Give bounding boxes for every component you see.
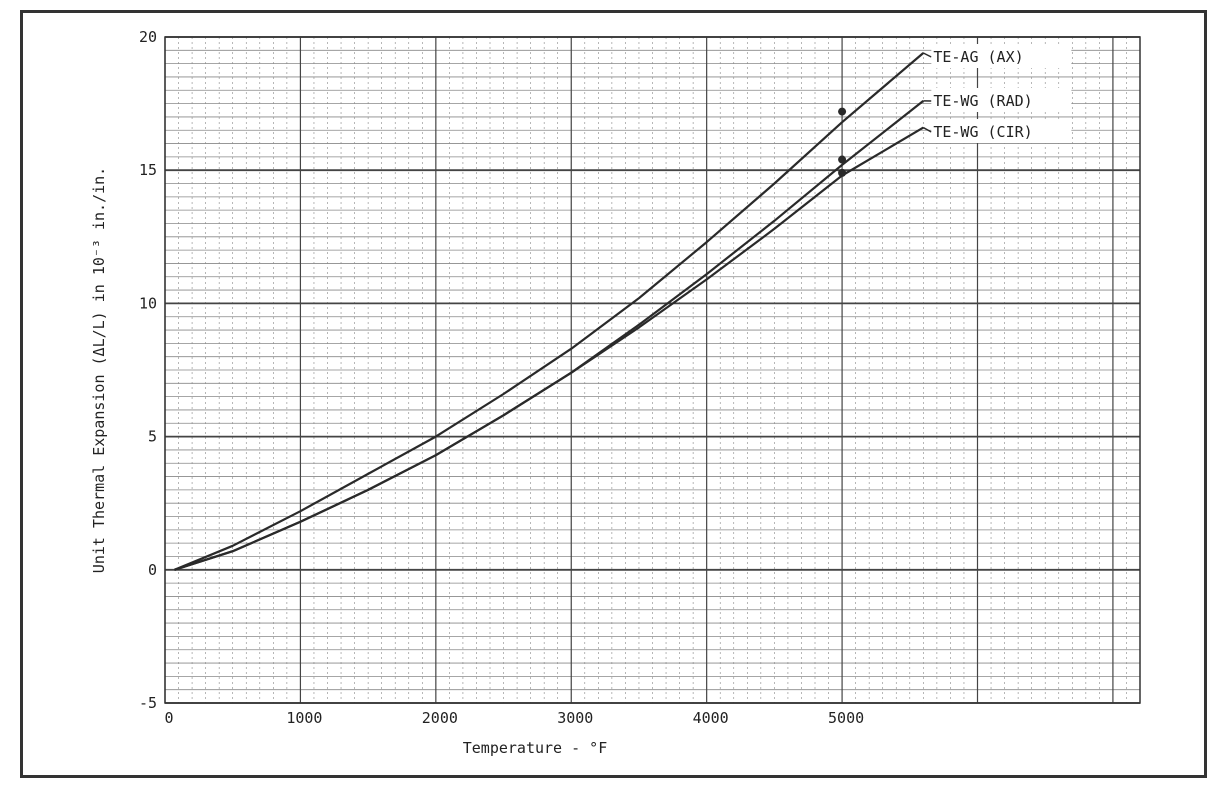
y-axis-title: Unit Thermal Expansion (ΔL/L) in 10⁻³ in… bbox=[90, 167, 108, 573]
y-tick-label: 0 bbox=[148, 561, 157, 579]
y-tick-label: 15 bbox=[139, 161, 157, 179]
data-marker bbox=[838, 155, 847, 164]
legend-label-background bbox=[931, 119, 1072, 143]
y-tick-label: 5 bbox=[148, 428, 157, 446]
x-tick-label: 3000 bbox=[557, 709, 593, 727]
data-marker bbox=[838, 107, 847, 116]
data-marker bbox=[838, 168, 847, 177]
plot-area bbox=[164, 36, 1141, 704]
x-axis-title: Temperature - °F bbox=[463, 739, 608, 757]
series-lines bbox=[174, 52, 925, 571]
y-tick-label: 10 bbox=[139, 294, 157, 312]
x-tick-label: 2000 bbox=[422, 709, 458, 727]
y-tick-label: 20 bbox=[139, 28, 157, 46]
legend-label-background bbox=[931, 88, 1072, 112]
legend-label-background bbox=[931, 44, 1072, 68]
legend-label: TE-AG (AX) bbox=[933, 48, 1023, 66]
y-tick-label: -5 bbox=[139, 694, 157, 712]
legend-leader-line bbox=[922, 52, 932, 58]
x-tick-label: 0 bbox=[164, 709, 173, 727]
series-line bbox=[174, 100, 924, 571]
x-tick-label: 4000 bbox=[693, 709, 729, 727]
legend: TE-AG (AX) TE-WG (RAD) TE-WG (CIR) bbox=[922, 44, 1072, 143]
series-line bbox=[174, 52, 925, 571]
figure-frame bbox=[20, 10, 1207, 778]
data-markers bbox=[838, 107, 847, 177]
x-tick-label: 5000 bbox=[828, 709, 864, 727]
y-axis-ticks: -5 0 5 10 15 20 bbox=[139, 28, 157, 712]
legend-label: TE-WG (CIR) bbox=[933, 123, 1032, 141]
series-line bbox=[174, 126, 924, 571]
legend-label: TE-WG (RAD) bbox=[933, 92, 1032, 110]
legend-leader-line bbox=[922, 126, 932, 133]
x-tick-label: 1000 bbox=[286, 709, 322, 727]
x-axis-ticks: 0 1000 2000 3000 4000 5000 bbox=[164, 709, 864, 727]
